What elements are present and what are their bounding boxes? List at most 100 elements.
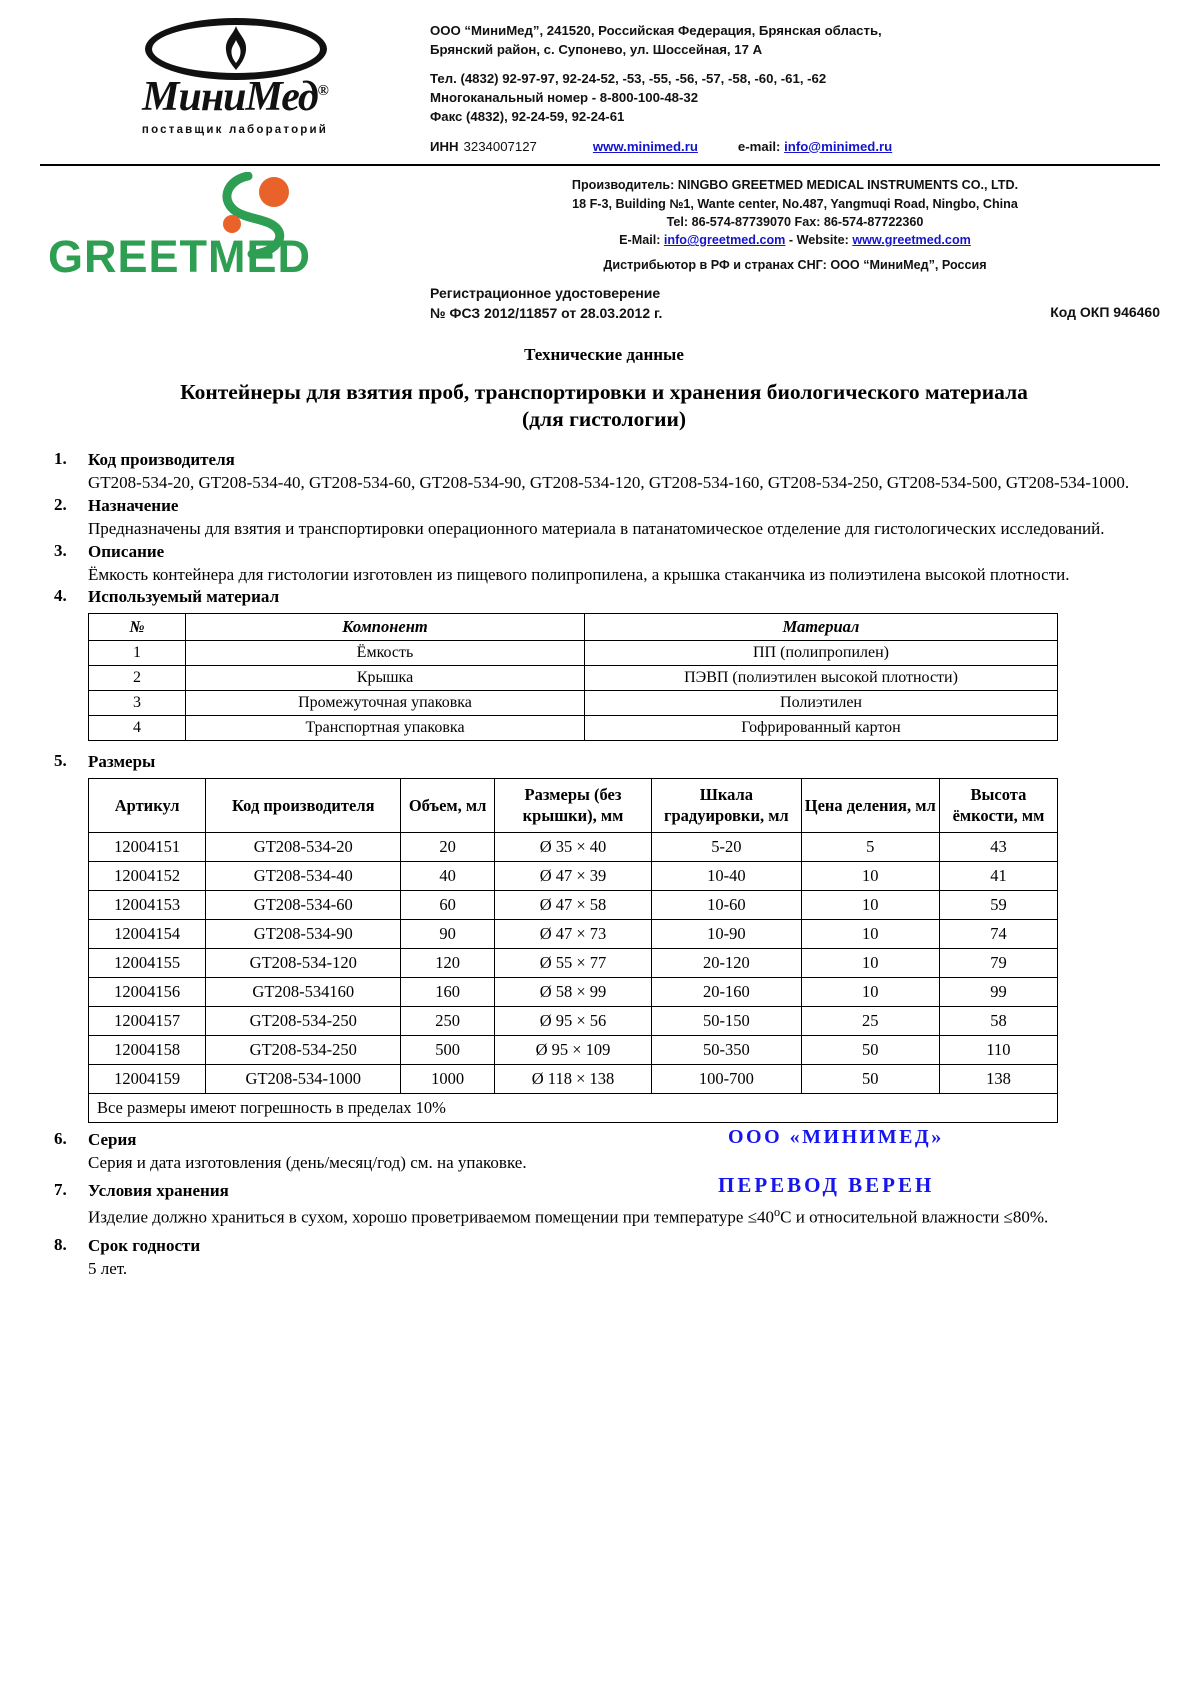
minimed-email-link[interactable]: info@minimed.ru <box>784 138 893 154</box>
cell-component: Ёмкость <box>185 640 585 667</box>
cell-division: 5 <box>800 831 940 862</box>
header-divider <box>40 164 1160 167</box>
section-purpose: Назначение Предназначены для взятия и тр… <box>50 495 1158 541</box>
document-body: Технические данные Контейнеры для взятия… <box>0 345 1200 1280</box>
sizes-header-article: Артикул <box>87 778 207 833</box>
greetmed-wordmark: GREETMED <box>48 231 312 283</box>
cell-volume: 60 <box>400 889 495 920</box>
manufacturer-line-2: 18 F-3, Building №1, Wante center, No.48… <box>572 196 1018 211</box>
registered-mark-icon: ® <box>317 83 329 99</box>
page-title-line-1: Контейнеры для взятия проб, транспортиро… <box>180 380 1028 405</box>
inn-and-web-block: ИНН 3234007127 www.minimed.ru e-mail: in… <box>430 138 1160 157</box>
sizes-table-body: 12004151 GT208-534-20 20 Ø 35 × 40 5-20 … <box>87 831 1059 1123</box>
cell-height: 99 <box>938 976 1059 1007</box>
cell-num: 3 <box>88 690 186 717</box>
minimed-website-link[interactable]: www.minimed.ru <box>592 138 698 154</box>
greetmed-website-link[interactable]: www.greetmed.com <box>852 233 971 248</box>
cell-division: 10 <box>800 860 940 891</box>
registration-line-1: Регистрационное удостоверение <box>430 284 661 301</box>
fax-line: Факс (4832), 92-24-59, 92-24-61 <box>430 108 625 124</box>
cell-height: 58 <box>938 1005 1059 1036</box>
cell-num: 1 <box>88 640 186 667</box>
sizes-header-manufacturer-code: Код производителя <box>205 778 402 833</box>
cell-division: 50 <box>800 1063 940 1094</box>
section-1-text: GT208-534-20, GT208-534-40, GT208-534-60… <box>88 473 1130 493</box>
minimed-logo-cell: МиниМед® поставщик лабораторий <box>40 14 430 146</box>
cell-scale: 10-60 <box>651 889 802 920</box>
stamp-company-name: ООО «МИНИМЕД» <box>728 1126 944 1148</box>
section-7-text-part-1: Изделие должно храниться в сухом, хорошо… <box>88 1207 775 1227</box>
cell-dimensions: Ø 55 × 77 <box>493 947 653 978</box>
cell-article: 12004159 <box>87 1063 207 1094</box>
materials-table: № Компонент Материал 1 Ёмкость ПП (полип… <box>88 613 1058 742</box>
cell-num: 2 <box>88 665 186 692</box>
distributor-line: Дистрибьютор в РФ и странах СНГ: ООО “Ми… <box>603 258 987 273</box>
address-line-1: ООО “МиниМед”, 241520, Российская Федера… <box>430 23 882 38</box>
cell-volume: 500 <box>400 1034 495 1065</box>
cell-scale: 5-20 <box>651 831 802 862</box>
cell-volume: 40 <box>400 860 495 891</box>
materials-header-material: Материал <box>584 613 1058 642</box>
manufacturer-details: Производитель: NINGBO GREETMED MEDICAL I… <box>430 172 1160 323</box>
phone-block: Тел. (4832) 92-97-97, 92-24-52, -53, -55… <box>430 70 1160 126</box>
cell-dimensions: Ø 95 × 109 <box>493 1034 653 1065</box>
table-row: 12004156 GT208-534160 160 Ø 58 × 99 20-1… <box>87 976 1059 1007</box>
letterhead: МиниМед® поставщик лабораторий ООО “Мини… <box>0 0 1200 156</box>
section-manufacturer-code: Код производителя GT208-534-20, GT208-53… <box>50 449 1158 495</box>
cell-dimensions: Ø 47 × 58 <box>493 889 653 920</box>
section-3-heading: Описание <box>88 541 165 561</box>
section-series: Серия Серия и дата изготовления (день/ме… <box>50 1129 1158 1175</box>
manufacturer-line-1: Производитель: NINGBO GREETMED MEDICAL I… <box>571 178 1019 193</box>
cell-code: GT208-534-120 <box>205 947 402 978</box>
sizes-table: Артикул Код производителя Объем, мл Разм… <box>87 778 1059 1123</box>
cell-component: Транспортная упаковка <box>185 715 585 742</box>
address-line-2: Брянский район, с. Супонево, ул. Шоссейн… <box>430 41 763 57</box>
logo-wordmark: МиниМед® <box>95 76 375 118</box>
email-label: e-mail: <box>737 138 781 154</box>
okp-code: Код ОКП 946460 <box>1050 304 1160 321</box>
materials-header-num: № <box>88 613 186 642</box>
section-7-text: Изделие должно храниться в сухом, хорошо… <box>88 1204 1158 1229</box>
sections-list: Код производителя GT208-534-20, GT208-53… <box>50 449 1158 1280</box>
section-shelf-life: Срок годности 5 лет. <box>50 1235 1158 1281</box>
section-8-text: 5 лет. <box>88 1258 128 1278</box>
table-row: 12004159 GT208-534-1000 1000 Ø 118 × 138… <box>87 1063 1059 1094</box>
materials-header-component: Компонент <box>185 613 585 642</box>
cell-dimensions: Ø 35 × 40 <box>493 831 653 862</box>
materials-table-header-row: № Компонент Материал <box>88 613 1058 642</box>
materials-table-body: 1 Ёмкость ПП (полипропилен) 2 Крышка ПЭВ… <box>88 640 1058 742</box>
section-2-text: Предназначены для взятия и транспортиров… <box>88 518 1105 538</box>
cell-height: 59 <box>938 889 1059 920</box>
table-row: 12004153 GT208-534-60 60 Ø 47 × 58 10-60… <box>87 889 1059 920</box>
document-kicker: Технические данные <box>524 345 684 365</box>
table-row: 3 Промежуточная упаковка Полиэтилен <box>88 690 1058 717</box>
cell-height: 79 <box>938 947 1059 978</box>
cell-num: 4 <box>88 715 186 742</box>
section-5-heading: Размеры <box>88 752 156 772</box>
cell-dimensions: Ø 58 × 99 <box>493 976 653 1007</box>
cell-article: 12004156 <box>87 976 207 1007</box>
sizes-header-division: Цена деления, мл <box>800 778 940 833</box>
cell-component: Промежуточная упаковка <box>185 690 585 717</box>
table-row: 12004152 GT208-534-40 40 Ø 47 × 39 10-40… <box>87 860 1059 891</box>
cell-code: GT208-534160 <box>205 976 402 1007</box>
cell-dimensions: Ø 95 × 56 <box>493 1005 653 1036</box>
registration-row: Регистрационное удостоверение № ФСЗ 2012… <box>430 284 1160 324</box>
cell-code: GT208-534-250 <box>205 1034 402 1065</box>
section-1-heading: Код производителя <box>88 450 235 470</box>
degree-symbol: о <box>774 1204 781 1219</box>
cell-code: GT208-534-60 <box>205 889 402 920</box>
cell-volume: 120 <box>400 947 495 978</box>
manufacturer-header: GREETMED Производитель: NINGBO GREETMED … <box>0 166 1200 323</box>
page-title-line-2: (для гистологии) <box>521 407 687 432</box>
cell-material: ПЭВП (полиэтилен высокой плотности) <box>584 665 1058 692</box>
cell-division: 10 <box>800 947 940 978</box>
cell-article: 12004157 <box>87 1005 207 1036</box>
cell-article: 12004158 <box>87 1034 207 1065</box>
page-title: Контейнеры для взятия проб, транспортиро… <box>50 379 1158 433</box>
cell-code: GT208-534-20 <box>205 831 402 862</box>
greetmed-email-link[interactable]: info@greetmed.com <box>663 233 786 248</box>
cell-division: 10 <box>800 976 940 1007</box>
section-storage-conditions: Условия хранения Изделие должно хранитьс… <box>50 1180 1158 1228</box>
logo-brand-text: МиниМед <box>142 74 319 120</box>
